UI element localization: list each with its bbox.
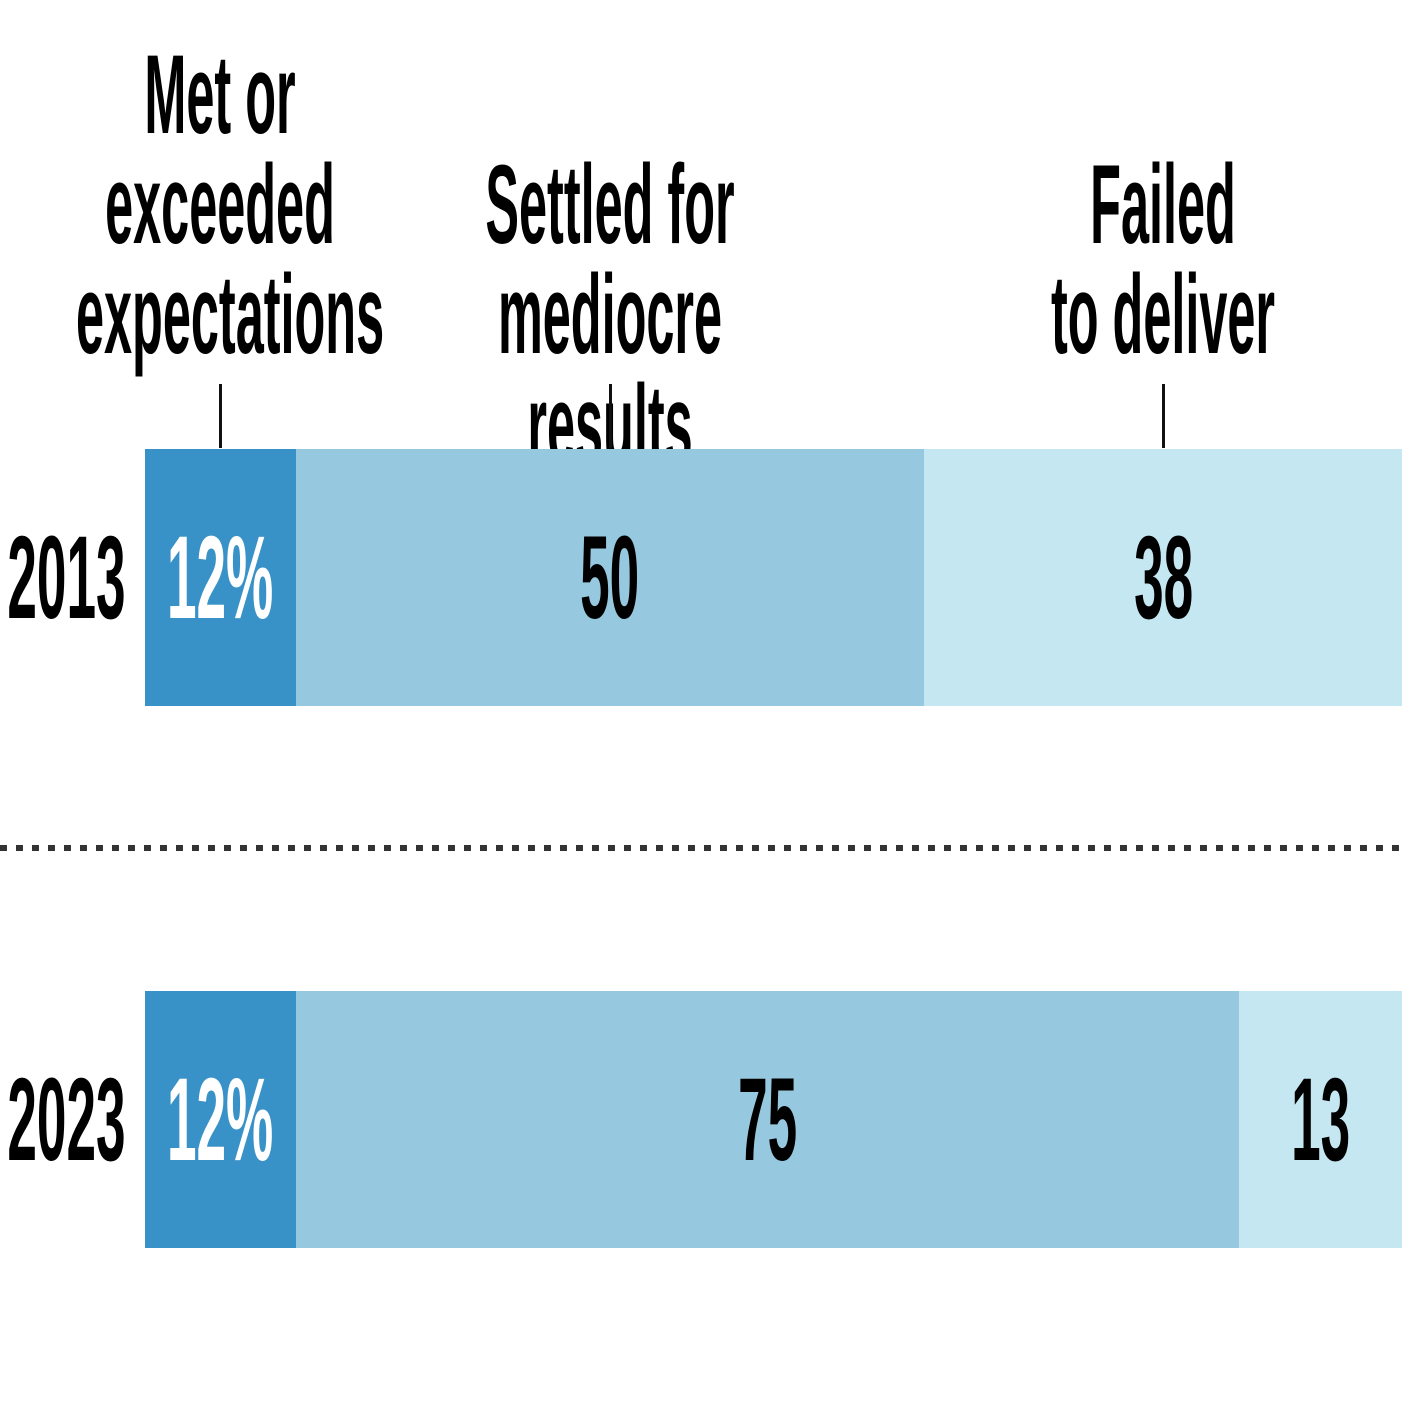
segment-value-label: 75 bbox=[737, 1053, 797, 1186]
segment-2013-met-exceeded: 12% bbox=[145, 449, 296, 706]
category-label-failed-deliver: Failed to deliver bbox=[1051, 142, 1276, 377]
leader-tick-settled-mediocre bbox=[608, 384, 612, 448]
year-text: 2013 bbox=[7, 511, 126, 644]
stacked-bar-2023: 12% 75 13 bbox=[145, 991, 1402, 1248]
segment-2023-failed-deliver: 13 bbox=[1238, 991, 1402, 1248]
segment-2013-settled-mediocre: 50 bbox=[295, 449, 925, 706]
segment-2023-settled-mediocre: 75 bbox=[295, 991, 1239, 1248]
segment-2023-met-exceeded: 12% bbox=[145, 991, 296, 1248]
row-year-label-2023: 2023 bbox=[0, 991, 126, 1248]
segment-value-label: 50 bbox=[580, 511, 640, 644]
segment-value-label: 13 bbox=[1290, 1053, 1350, 1186]
row-year-label-2013: 2013 bbox=[0, 449, 126, 706]
stacked-bar-2013: 12% 50 38 bbox=[145, 449, 1402, 706]
segment-value-label: 12% bbox=[167, 511, 274, 644]
leader-tick-failed-deliver bbox=[1161, 384, 1165, 448]
dashed-divider bbox=[0, 845, 1402, 851]
segment-value-label: 12% bbox=[167, 1053, 274, 1186]
segment-value-label: 38 bbox=[1133, 511, 1193, 644]
leader-tick-met-exceeded bbox=[218, 384, 222, 448]
category-label-met-exceeded: Met or exceeded expectations bbox=[76, 32, 385, 377]
segment-2013-failed-deliver: 38 bbox=[924, 449, 1402, 706]
year-text: 2023 bbox=[7, 1053, 126, 1186]
